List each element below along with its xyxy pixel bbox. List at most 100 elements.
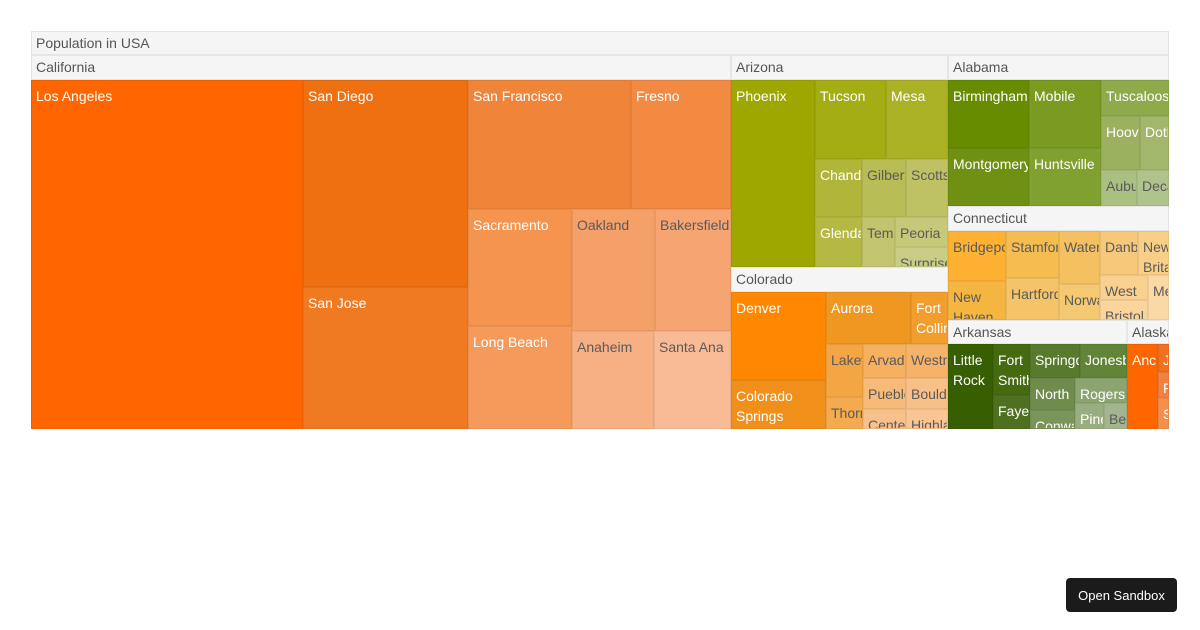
tile-birmingham[interactable]: Birmingham [948,80,1029,148]
tile-denver[interactable]: Denver [731,292,826,380]
tile-springdale[interactable]: Springdale [1030,344,1080,378]
tile-tempe[interactable]: Tempe [862,217,895,267]
tile-glendale[interactable]: Glendale [815,217,862,267]
tile-label: Fort Smith [998,352,1029,388]
tile-label: Rogers [1080,386,1126,402]
tile-bentonville[interactable]: Bentonville [1104,403,1127,429]
open-sandbox-button[interactable]: Open Sandbox [1066,578,1177,612]
tile-label: Huntsville [1034,156,1095,172]
tile-stamford[interactable]: Stamford [1006,231,1059,278]
tile-boulder[interactable]: Boulder [906,378,948,409]
tile-label: San Francisco [473,88,563,104]
tile-meriden[interactable]: Meriden [1148,275,1169,320]
tile-phoenix[interactable]: Phoenix [731,80,815,267]
tile-fresno[interactable]: Fresno [631,80,731,209]
group-header-arizona[interactable]: Arizona [731,55,948,80]
group-header-california[interactable]: California [31,55,731,80]
tile-huntsville[interactable]: Huntsville [1029,148,1101,206]
tile-santa-ana[interactable]: Santa Ana [654,331,731,429]
tile-pine-bluff[interactable]: Pine Bluff [1075,403,1104,429]
tile-montgomery[interactable]: Montgomery [948,148,1029,206]
treemap: Population in USA California Los Angeles S… [31,31,1169,429]
tile-anaheim[interactable]: Anaheim [572,331,654,429]
tile-pueblo[interactable]: Pueblo [863,378,906,409]
tile-rogers[interactable]: Rogers [1075,378,1127,403]
group-header-arkansas[interactable]: Arkansas [948,320,1127,344]
tile-label: Decatur [1142,178,1168,194]
tile-label: Arvada [868,352,905,368]
tile-new-britain[interactable]: New Britain [1138,231,1169,275]
tile-thornton[interactable]: Thornton [826,397,863,429]
tile-peoria[interactable]: Peoria [895,217,948,247]
tile-bakersfield[interactable]: Bakersfield [655,209,731,331]
tile-arvada[interactable]: Arvada [863,344,906,378]
group-header-alabama[interactable]: Alabama [948,55,1169,80]
tile-jonesboro[interactable]: Jonesboro [1080,344,1127,378]
tile-san-francisco[interactable]: San Francisco [468,80,631,209]
tile-bristol[interactable]: Bristol [1100,300,1148,320]
tile-fayetteville[interactable]: Fayetteville [993,395,1030,429]
tile-label: Aurora [831,300,874,316]
group-header-colorado[interactable]: Colorado [731,267,948,292]
tile-tucson[interactable]: Tucson [815,80,886,159]
tile-label: San Jose [308,295,367,311]
tile-colorado-springs[interactable]: Colorado Springs [731,380,826,429]
tile-label: Long Beach [473,334,548,350]
tile-westminster[interactable]: Westminster [906,344,948,378]
tile-oakland[interactable]: Oakland [572,209,655,331]
tile-label: Boulder [911,386,947,402]
tile-label: Sitka [1163,404,1168,424]
tile-chandler[interactable]: Chandler [815,159,862,217]
tile-highlands-ranch[interactable]: Highlands Ranch [906,409,948,429]
tile-mobile[interactable]: Mobile [1029,80,1101,148]
tile-fort-smith[interactable]: Fort Smith [993,344,1030,395]
tile-label: Jonesboro [1085,352,1126,368]
tile-label: North Little Rock [1035,386,1070,409]
tile-san-diego[interactable]: San Diego [303,80,468,287]
tile-tuscaloosa[interactable]: Tuscaloosa [1101,80,1169,116]
tile-hoover[interactable]: Hoover [1101,116,1140,170]
tile-anchorage[interactable]: Anchorage [1127,344,1158,429]
tile-san-jose[interactable]: San Jose [303,287,468,429]
tile-auburn[interactable]: Auburn [1101,170,1137,206]
tile-label: Waterbury [1064,239,1099,255]
tile-decatur[interactable]: Decatur [1137,170,1169,206]
tile-north-little-rock[interactable]: North Little Rock [1030,378,1075,410]
tile-centennial[interactable]: Centennial [863,409,906,429]
tile-mesa[interactable]: Mesa [886,80,948,159]
group-header-connecticut[interactable]: Connecticut [948,206,1169,231]
tile-scottsdale[interactable]: Scottsdale [906,159,948,217]
tile-fort-collins[interactable]: Fort Collins [911,292,948,344]
tile-hartford[interactable]: Hartford [1006,278,1059,320]
tile-label: Anchorage [1132,352,1157,368]
tile-los-angeles[interactable]: Los Angeles [31,80,303,429]
tile-label: Highlands Ranch [911,417,947,429]
tile-label: San Diego [308,88,374,104]
tile-sacramento[interactable]: Sacramento [468,209,572,326]
tile-norwalk[interactable]: Norwalk [1059,284,1100,320]
tile-waterbury[interactable]: Waterbury [1059,231,1100,284]
tile-label: Santa Ana [659,339,724,355]
tile-little-rock[interactable]: Little Rock [948,344,993,429]
tile-label: Mesa [891,88,926,104]
tile-juneau[interactable]: Juneau [1158,344,1169,372]
tile-label: Birmingham [953,88,1028,104]
tile-west-haven[interactable]: West Haven [1100,275,1148,300]
tile-sitka[interactable]: Sitka [1158,398,1169,429]
tile-lakewood[interactable]: Lakewood [826,344,863,397]
tile-label: Conway [1035,418,1074,429]
tile-label: Stamford [1011,239,1058,255]
tile-gilbert[interactable]: Gilbert [862,159,906,217]
tile-conway[interactable]: Conway [1030,410,1075,429]
tile-new-haven[interactable]: New Haven [948,281,1006,320]
tile-aurora[interactable]: Aurora [826,292,911,344]
tile-long-beach[interactable]: Long Beach [468,326,572,429]
tile-surprise[interactable]: Surprise [895,247,948,267]
tile-dothan[interactable]: Dothan [1140,116,1169,170]
tile-fairbanks[interactable]: Fairbanks [1158,372,1169,398]
tile-label: West Haven [1105,283,1137,299]
tile-bridgeport[interactable]: Bridgeport [948,231,1006,281]
tile-label: Phoenix [736,88,787,104]
group-header-alaska[interactable]: Alaska [1127,320,1169,344]
tile-danbury[interactable]: Danbury [1100,231,1138,275]
